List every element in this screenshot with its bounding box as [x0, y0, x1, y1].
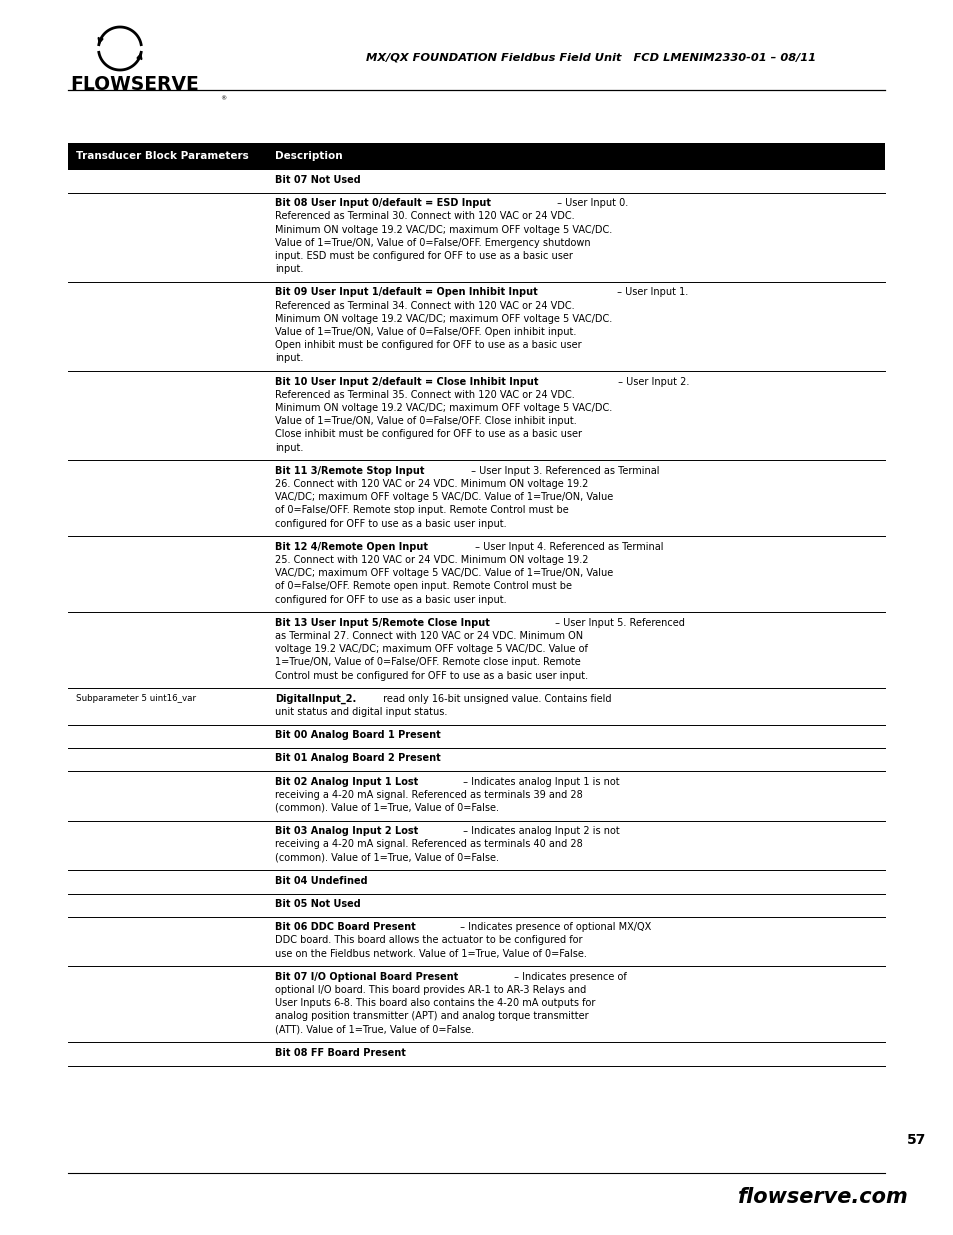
- Text: – User Input 5. Referenced: – User Input 5. Referenced: [552, 618, 684, 627]
- Text: of 0=False/OFF. Remote stop input. Remote Control must be: of 0=False/OFF. Remote stop input. Remot…: [274, 505, 568, 515]
- Text: Bit 08 User Input 0/default = ESD Input: Bit 08 User Input 0/default = ESD Input: [274, 198, 491, 209]
- Text: – Indicates analog Input 2 is not: – Indicates analog Input 2 is not: [459, 826, 618, 836]
- Text: Minimum ON voltage 19.2 VAC/DC; maximum OFF voltage 5 VAC/DC.: Minimum ON voltage 19.2 VAC/DC; maximum …: [274, 314, 612, 324]
- Text: Minimum ON voltage 19.2 VAC/DC; maximum OFF voltage 5 VAC/DC.: Minimum ON voltage 19.2 VAC/DC; maximum …: [274, 225, 612, 235]
- Text: Subparameter 5 uint16_var: Subparameter 5 uint16_var: [76, 694, 196, 703]
- Text: VAC/DC; maximum OFF voltage 5 VAC/DC. Value of 1=True/ON, Value: VAC/DC; maximum OFF voltage 5 VAC/DC. Va…: [274, 568, 613, 578]
- Text: Referenced as Terminal 30. Connect with 120 VAC or 24 VDC.: Referenced as Terminal 30. Connect with …: [274, 211, 574, 221]
- Text: Bit 07 I/O Optional Board Present: Bit 07 I/O Optional Board Present: [274, 972, 457, 982]
- Text: receiving a 4-20 mA signal. Referenced as terminals 40 and 28: receiving a 4-20 mA signal. Referenced a…: [274, 840, 582, 850]
- Text: 26. Connect with 120 VAC or 24 VDC. Minimum ON voltage 19.2: 26. Connect with 120 VAC or 24 VDC. Mini…: [274, 479, 588, 489]
- Text: – User Input 4. Referenced as Terminal: – User Input 4. Referenced as Terminal: [472, 542, 663, 552]
- Text: User Inputs 6-8. This board also contains the 4-20 mA outputs for: User Inputs 6-8. This board also contain…: [274, 998, 595, 1008]
- Text: Bit 06 DDC Board Present: Bit 06 DDC Board Present: [274, 923, 416, 932]
- Text: Bit 11 3/Remote Stop Input: Bit 11 3/Remote Stop Input: [274, 466, 424, 475]
- Text: – User Input 0.: – User Input 0.: [553, 198, 627, 209]
- Text: (common). Value of 1=True, Value of 0=False.: (common). Value of 1=True, Value of 0=Fa…: [274, 852, 498, 862]
- Text: – User Input 2.: – User Input 2.: [615, 377, 689, 387]
- Bar: [68, 143, 884, 169]
- Text: input.: input.: [274, 353, 303, 363]
- Text: FLOWSERVE: FLOWSERVE: [70, 75, 198, 95]
- Text: input.: input.: [274, 264, 303, 274]
- Text: – Indicates analog Input 1 is not: – Indicates analog Input 1 is not: [459, 777, 618, 787]
- Text: Referenced as Terminal 34. Connect with 120 VAC or 24 VDC.: Referenced as Terminal 34. Connect with …: [274, 300, 574, 310]
- Text: Bit 01 Analog Board 2 Present: Bit 01 Analog Board 2 Present: [274, 753, 440, 763]
- Text: input.: input.: [274, 442, 303, 452]
- Text: Bit 03 Analog Input 2 Lost: Bit 03 Analog Input 2 Lost: [274, 826, 417, 836]
- Text: Bit 00 Analog Board 1 Present: Bit 00 Analog Board 1 Present: [274, 730, 440, 740]
- Text: 25. Connect with 120 VAC or 24 VDC. Minimum ON voltage 19.2: 25. Connect with 120 VAC or 24 VDC. Mini…: [274, 555, 588, 564]
- Text: read only 16-bit unsigned value. Contains field: read only 16-bit unsigned value. Contain…: [379, 694, 611, 704]
- Text: as Terminal 27. Connect with 120 VAC or 24 VDC. Minimum ON: as Terminal 27. Connect with 120 VAC or …: [274, 631, 582, 641]
- Text: Bit 09 User Input 1/default = Open Inhibit Input: Bit 09 User Input 1/default = Open Inhib…: [274, 288, 537, 298]
- Text: (common). Value of 1=True, Value of 0=False.: (common). Value of 1=True, Value of 0=Fa…: [274, 803, 498, 813]
- Text: receiving a 4-20 mA signal. Referenced as terminals 39 and 28: receiving a 4-20 mA signal. Referenced a…: [274, 790, 582, 800]
- Text: Referenced as Terminal 35. Connect with 120 VAC or 24 VDC.: Referenced as Terminal 35. Connect with …: [274, 390, 574, 400]
- Text: Bit 13 User Input 5/Remote Close Input: Bit 13 User Input 5/Remote Close Input: [274, 618, 489, 627]
- Text: unit status and digital input status.: unit status and digital input status.: [274, 706, 447, 718]
- Text: Bit 07 Not Used: Bit 07 Not Used: [274, 175, 360, 185]
- Text: Bit 08 FF Board Present: Bit 08 FF Board Present: [274, 1047, 405, 1058]
- Text: 1=True/ON, Value of 0=False/OFF. Remote close input. Remote: 1=True/ON, Value of 0=False/OFF. Remote …: [274, 657, 580, 667]
- Text: Minimum ON voltage 19.2 VAC/DC; maximum OFF voltage 5 VAC/DC.: Minimum ON voltage 19.2 VAC/DC; maximum …: [274, 403, 612, 412]
- Text: – Indicates presence of optional MX/QX: – Indicates presence of optional MX/QX: [456, 923, 650, 932]
- Text: flowserve.com: flowserve.com: [738, 1187, 908, 1207]
- Text: of 0=False/OFF. Remote open input. Remote Control must be: of 0=False/OFF. Remote open input. Remot…: [274, 582, 572, 592]
- Text: optional I/O board. This board provides AR-1 to AR-3 Relays and: optional I/O board. This board provides …: [274, 986, 586, 995]
- Text: Bit 04 Undefined: Bit 04 Undefined: [274, 876, 367, 885]
- Text: ®: ®: [220, 96, 226, 101]
- Text: Bit 05 Not Used: Bit 05 Not Used: [274, 899, 360, 909]
- Text: configured for OFF to use as a basic user input.: configured for OFF to use as a basic use…: [274, 519, 506, 529]
- Text: analog position transmitter (APT) and analog torque transmitter: analog position transmitter (APT) and an…: [274, 1011, 588, 1021]
- Text: input. ESD must be configured for OFF to use as a basic user: input. ESD must be configured for OFF to…: [274, 251, 572, 261]
- Text: Close inhibit must be configured for OFF to use as a basic user: Close inhibit must be configured for OFF…: [274, 430, 581, 440]
- Text: Bit 10 User Input 2/default = Close Inhibit Input: Bit 10 User Input 2/default = Close Inhi…: [274, 377, 537, 387]
- Text: Control must be configured for OFF to use as a basic user input.: Control must be configured for OFF to us…: [274, 671, 587, 680]
- Text: DigitalInput_2.: DigitalInput_2.: [274, 694, 355, 704]
- Text: Open inhibit must be configured for OFF to use as a basic user: Open inhibit must be configured for OFF …: [274, 340, 581, 351]
- Text: Value of 1=True/ON, Value of 0=False/OFF. Open inhibit input.: Value of 1=True/ON, Value of 0=False/OFF…: [274, 327, 576, 337]
- Text: Bit 02 Analog Input 1 Lost: Bit 02 Analog Input 1 Lost: [274, 777, 417, 787]
- Text: – User Input 1.: – User Input 1.: [614, 288, 687, 298]
- Text: MX/QX FOUNDATION Fieldbus Field Unit   FCD LMENIM2330-01 – 08/11: MX/QX FOUNDATION Fieldbus Field Unit FCD…: [366, 52, 816, 62]
- Text: – User Input 3. Referenced as Terminal: – User Input 3. Referenced as Terminal: [467, 466, 659, 475]
- Text: Description: Description: [274, 151, 342, 162]
- Text: use on the Fieldbus network. Value of 1=True, Value of 0=False.: use on the Fieldbus network. Value of 1=…: [274, 948, 586, 958]
- Text: Value of 1=True/ON, Value of 0=False/OFF. Emergency shutdown: Value of 1=True/ON, Value of 0=False/OFF…: [274, 238, 590, 248]
- Text: Value of 1=True/ON, Value of 0=False/OFF. Close inhibit input.: Value of 1=True/ON, Value of 0=False/OFF…: [274, 416, 577, 426]
- Text: Transducer Block Parameters: Transducer Block Parameters: [76, 151, 249, 162]
- Text: configured for OFF to use as a basic user input.: configured for OFF to use as a basic use…: [274, 594, 506, 605]
- Text: DDC board. This board allows the actuator to be configured for: DDC board. This board allows the actuato…: [274, 935, 582, 946]
- Text: 57: 57: [905, 1132, 925, 1147]
- Text: VAC/DC; maximum OFF voltage 5 VAC/DC. Value of 1=True/ON, Value: VAC/DC; maximum OFF voltage 5 VAC/DC. Va…: [274, 493, 613, 503]
- Text: (ATT). Value of 1=True, Value of 0=False.: (ATT). Value of 1=True, Value of 0=False…: [274, 1025, 474, 1035]
- Text: voltage 19.2 VAC/DC; maximum OFF voltage 5 VAC/DC. Value of: voltage 19.2 VAC/DC; maximum OFF voltage…: [274, 645, 587, 655]
- Text: Bit 12 4/Remote Open Input: Bit 12 4/Remote Open Input: [274, 542, 428, 552]
- Text: – Indicates presence of: – Indicates presence of: [511, 972, 626, 982]
